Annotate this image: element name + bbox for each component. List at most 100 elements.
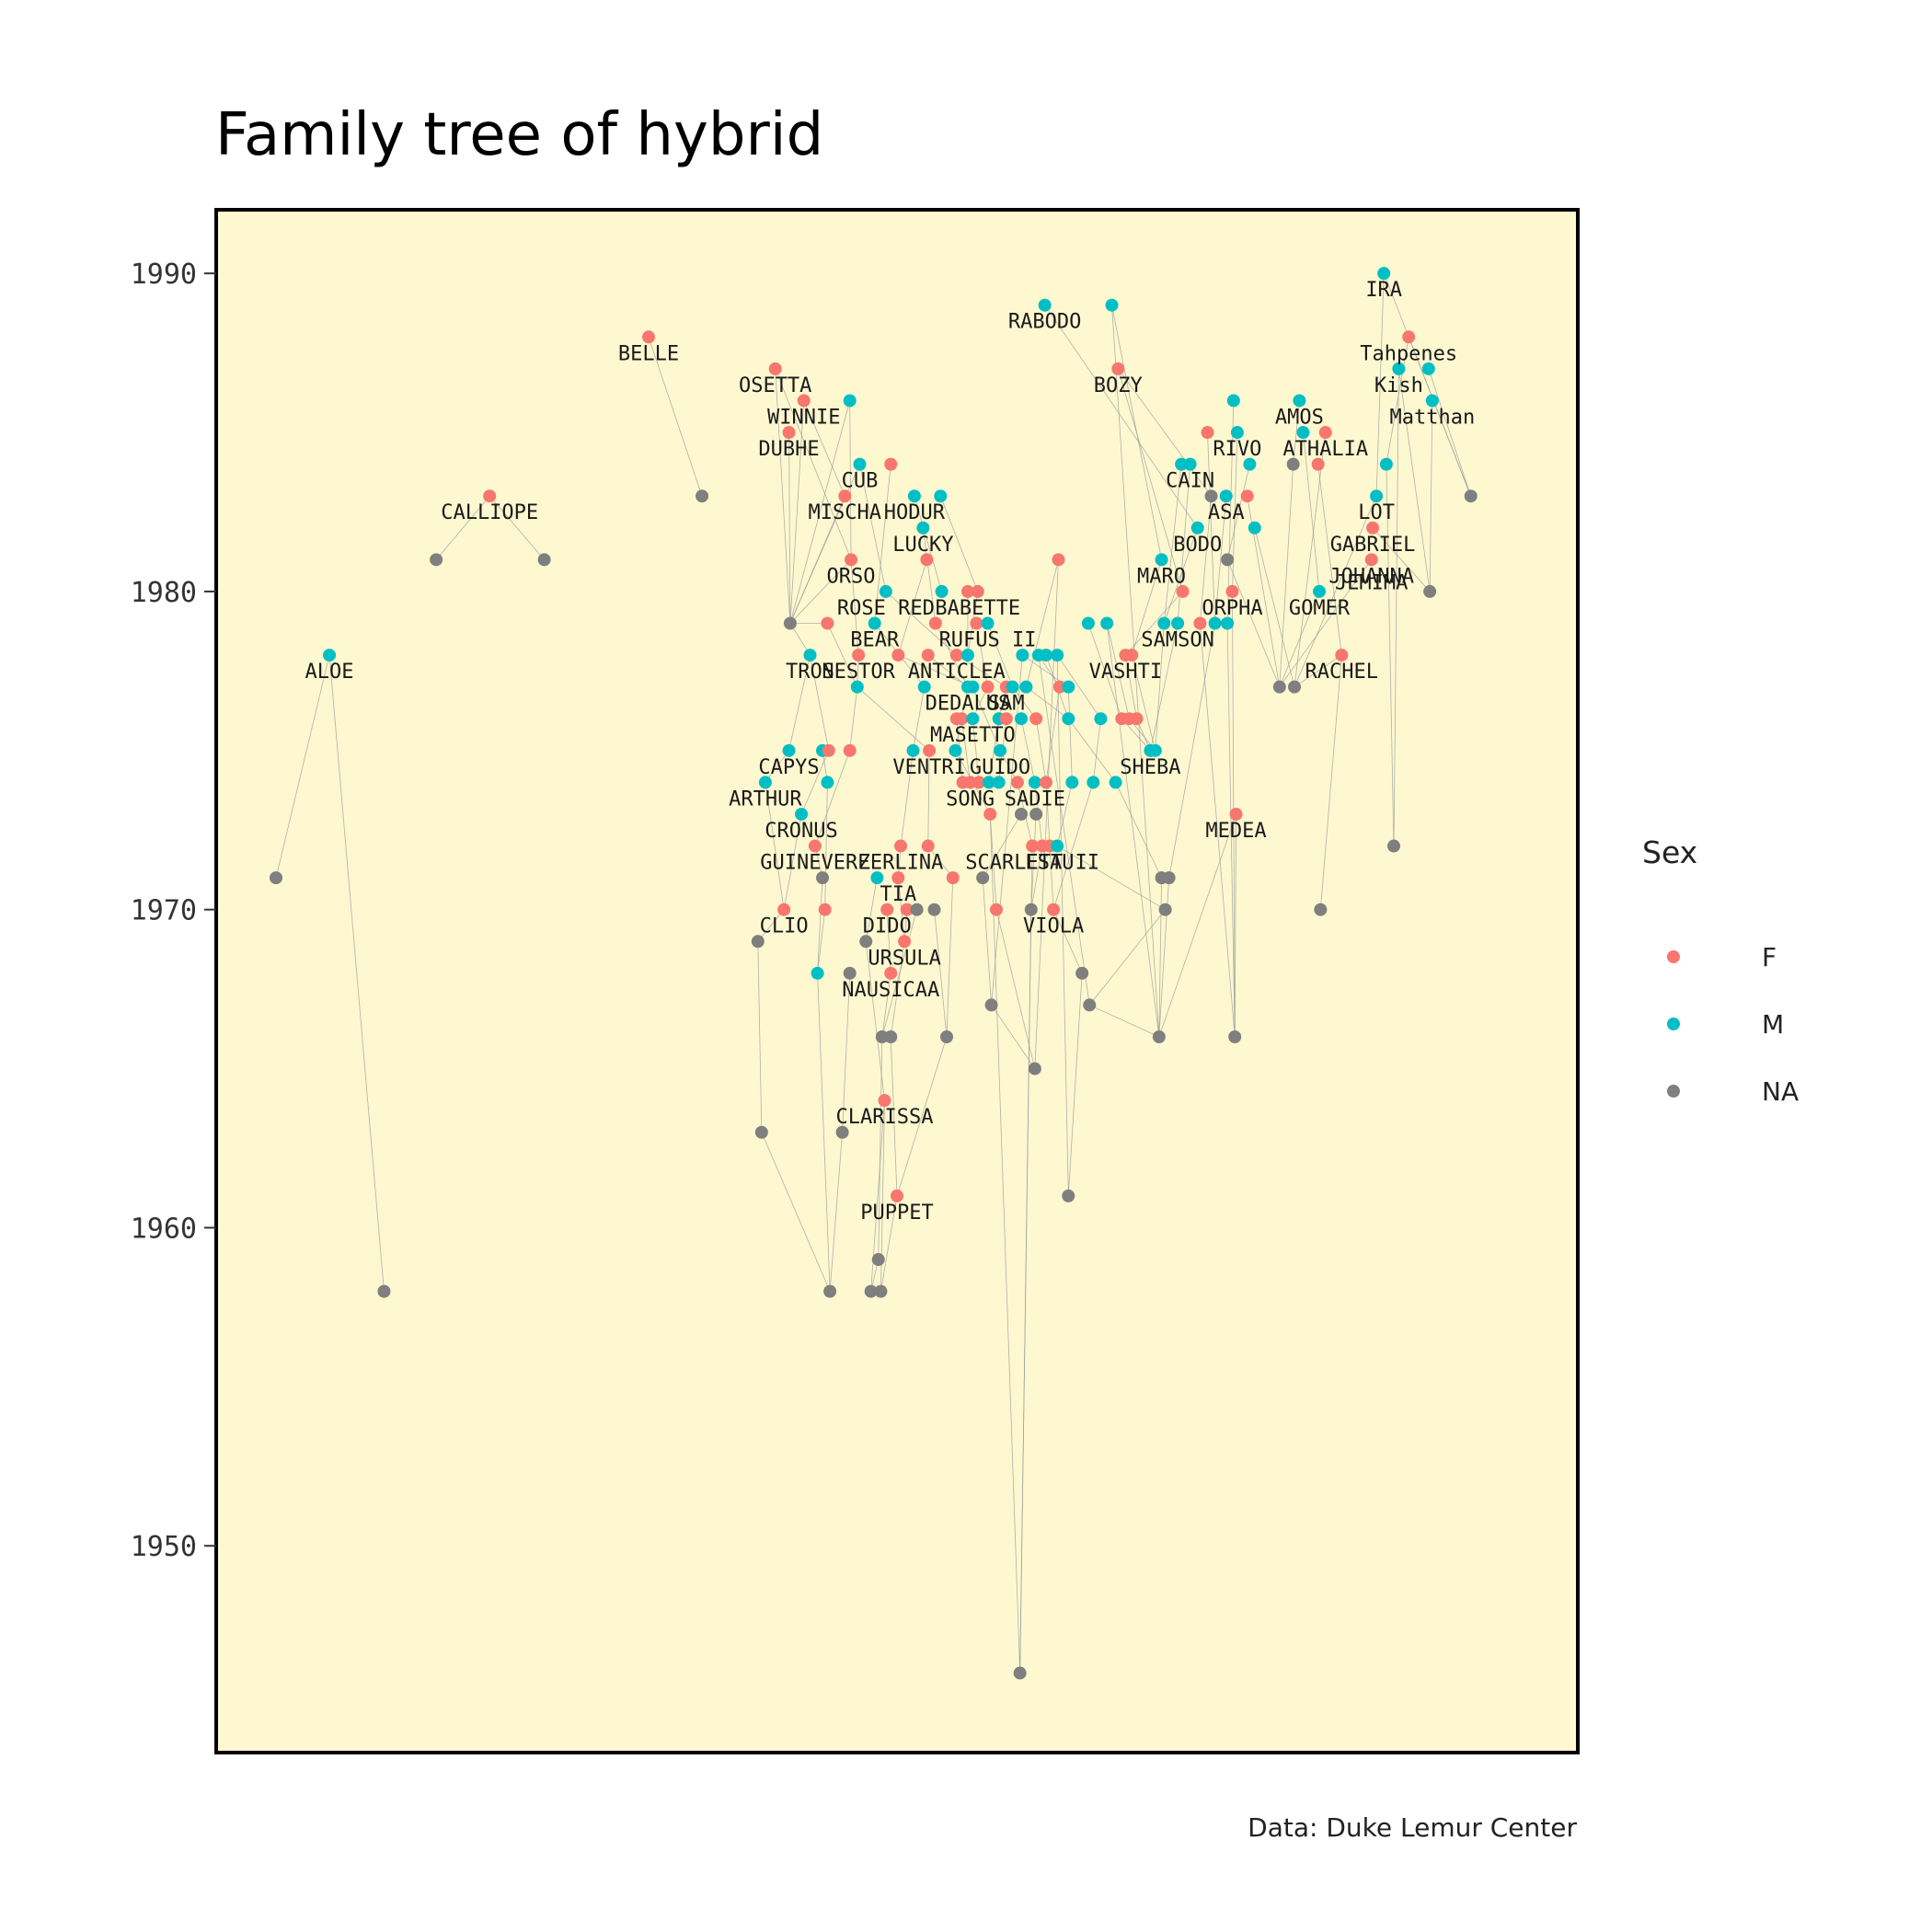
edge-line <box>814 750 851 846</box>
edge-line <box>1020 719 1036 783</box>
point-label: SAMSON <box>1141 629 1213 652</box>
data-point <box>940 1030 953 1044</box>
edges-layer <box>275 273 1472 1673</box>
point-label: CAPYS <box>758 756 819 779</box>
data-point <box>981 616 995 630</box>
data-point <box>1028 776 1041 789</box>
data-point <box>935 584 949 598</box>
edge-line <box>800 750 830 815</box>
data-point <box>994 743 1007 757</box>
data-point <box>1377 267 1391 281</box>
edge-line <box>1089 1005 1160 1038</box>
point-label: OSETTA <box>739 374 811 397</box>
edge-line <box>1163 527 1199 624</box>
point-label: PUPPET <box>860 1202 933 1225</box>
point-label: BOZY <box>1094 374 1143 397</box>
data-point <box>1062 1189 1075 1202</box>
point-label: CALLIOPE <box>441 501 538 524</box>
edge-line <box>1012 686 1037 719</box>
edge-line <box>1125 655 1137 719</box>
data-point <box>1155 553 1168 567</box>
data-point <box>1130 712 1144 726</box>
edge-line <box>817 909 826 973</box>
point-label: JEMIMA <box>1335 571 1408 594</box>
edge-line <box>865 878 878 942</box>
edge-line <box>789 559 852 624</box>
point-label: DUBHE <box>758 438 819 461</box>
y-tick-label: 1980 <box>131 577 197 609</box>
data-point <box>323 649 337 662</box>
edge-line <box>1056 845 1166 911</box>
edge-line <box>1293 400 1300 465</box>
data-point <box>1013 1666 1027 1680</box>
edge-line <box>927 654 969 687</box>
data-point <box>1105 298 1119 312</box>
point-label: GOMER <box>1289 597 1351 620</box>
edge-line <box>648 337 703 497</box>
point-label: LUCKY <box>892 534 953 557</box>
edge-line <box>489 495 545 560</box>
edge-line <box>1038 655 1090 1006</box>
edge-line <box>874 464 891 624</box>
data-point <box>1158 903 1172 916</box>
data-point <box>1370 489 1384 503</box>
edge-line <box>991 1005 1036 1069</box>
edge-line <box>817 972 831 1292</box>
edge-line <box>1150 623 1179 751</box>
edge-line <box>1131 559 1162 656</box>
edge-line <box>850 559 859 656</box>
data-point <box>782 743 796 757</box>
edge-line <box>987 623 1013 687</box>
edge-line <box>1226 464 1250 560</box>
data-point <box>1248 521 1261 535</box>
data-point <box>917 680 931 694</box>
edge-line <box>1044 305 1199 528</box>
data-point <box>900 903 914 916</box>
data-point <box>990 903 1003 916</box>
point-label: RABODO <box>1008 311 1081 334</box>
edge-line <box>881 972 891 1038</box>
data-point <box>823 1284 837 1298</box>
data-point <box>430 553 443 567</box>
edge-line <box>1106 623 1130 719</box>
point-label: NAUSICAA <box>842 979 939 1002</box>
data-point <box>984 998 998 1012</box>
data-point <box>797 394 811 408</box>
data-point <box>1109 776 1122 789</box>
data-point <box>377 1284 391 1298</box>
data-point <box>927 903 941 916</box>
edge-line <box>913 686 926 751</box>
data-point <box>884 966 898 980</box>
data-point <box>270 871 282 885</box>
data-point <box>880 903 894 916</box>
edge-line <box>1056 654 1101 719</box>
point-label: DEDALUS <box>926 693 1011 716</box>
data-point <box>1152 1030 1166 1044</box>
edge-line <box>890 941 905 1038</box>
data-point <box>1201 426 1214 440</box>
data-point <box>1047 903 1061 916</box>
data-point <box>835 1125 849 1139</box>
point-labels-layer: ALOE CALLIOPE BELLE OSETTA WINNIE DUBHE CUB MIS… <box>305 279 1476 1225</box>
data-point <box>642 330 655 344</box>
edge-line <box>991 655 1023 1006</box>
edge-line <box>1319 655 1342 910</box>
edge-line <box>1168 623 1215 879</box>
data-point <box>999 712 1013 726</box>
data-point <box>972 776 986 789</box>
edge-line <box>989 813 997 910</box>
data-point <box>871 1253 885 1267</box>
edge-line <box>922 527 937 624</box>
data-point <box>818 903 832 916</box>
data-point <box>971 584 984 598</box>
data-point <box>1094 712 1108 726</box>
data-point <box>1219 489 1233 503</box>
edge-line <box>788 654 811 751</box>
data-point <box>1364 553 1378 567</box>
data-point <box>782 426 796 440</box>
data-point <box>795 807 809 821</box>
data-point <box>1272 680 1286 694</box>
data-point <box>1293 394 1306 408</box>
edge-line <box>1067 718 1116 783</box>
data-point <box>894 839 908 853</box>
